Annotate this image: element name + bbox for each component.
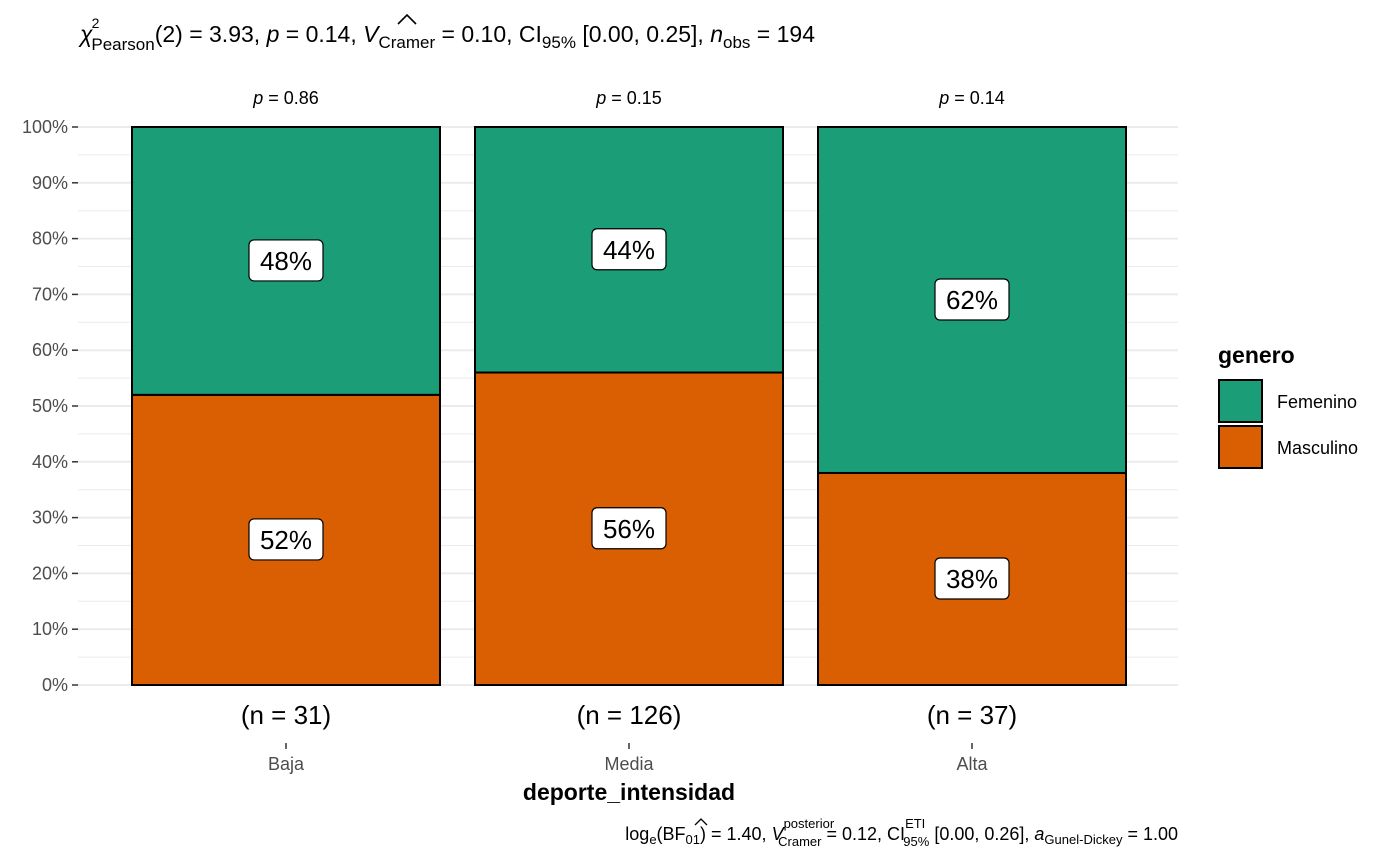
- subtitle-p-label: p: [266, 21, 280, 47]
- caption-bf-value: ) = 1.40,: [700, 824, 772, 844]
- x-axis-title: deporte_intensidad: [523, 779, 735, 805]
- p-value-number: = 0.15: [606, 88, 662, 108]
- data-label: 38%: [934, 557, 1010, 600]
- count-label: (n = 31): [241, 700, 331, 730]
- y-tick-label: 60%: [32, 340, 68, 360]
- subtitle-v-value: = 0.10, CI: [435, 21, 542, 47]
- legend-swatch-femenino: [1218, 379, 1263, 423]
- caption-v-sub: Cramer: [778, 834, 822, 849]
- data-label: 62%: [934, 278, 1010, 321]
- subtitle-chi-sub: Pearson: [91, 35, 154, 54]
- caption-v-value: = 0.12, CI: [822, 824, 906, 844]
- subtitle-chi-sup: 2: [92, 15, 100, 31]
- caption-v-hat-icon: [694, 818, 708, 826]
- y-axis-ticks: 0% 10% 20% 30% 40% 50% 60% 70% 80% 90% 100%: [22, 117, 78, 695]
- subtitle-chi: χ: [78, 21, 93, 47]
- data-label-box: [591, 228, 667, 271]
- subtitle-n-label: n: [710, 21, 723, 47]
- caption-bf-sub: 01: [686, 832, 700, 847]
- p-value-label: p = 0.14: [938, 88, 1005, 108]
- subtitle-v-hat-icon: [397, 13, 417, 25]
- subtitle-n-value: = 194: [750, 21, 815, 47]
- p-value-number: = 0.86: [263, 88, 319, 108]
- y-tick-label: 30%: [32, 508, 68, 528]
- count-label: (n = 126): [577, 700, 682, 730]
- data-label-box: [934, 557, 1010, 600]
- data-label-text: 62%: [946, 285, 998, 315]
- legend: genero Femenino Masculino: [1218, 342, 1358, 469]
- p-value-number: = 0.14: [949, 88, 1005, 108]
- data-label-text: 48%: [260, 246, 312, 276]
- data-label-box: [934, 278, 1010, 321]
- y-tick-label: 50%: [32, 396, 68, 416]
- caption-log: log: [625, 824, 649, 844]
- data-label-box: [248, 518, 324, 561]
- p-value-symbol: p: [938, 88, 949, 108]
- y-tick-label: 70%: [32, 284, 68, 304]
- caption-v-label: V: [772, 824, 786, 844]
- data-labels: 52% 48% p = 0.86 56% 44% p = 0.15 38% 62% p = 0.…: [248, 88, 1010, 600]
- x-tick-label: Media: [604, 754, 654, 774]
- data-label-box: [248, 239, 324, 282]
- data-label-box: [591, 507, 667, 550]
- subtitle-n-sub: obs: [723, 33, 750, 52]
- caption-a-value: = 1.00: [1122, 824, 1178, 844]
- y-tick-label: 20%: [32, 563, 68, 583]
- caption-v-sup: posterior: [784, 816, 835, 831]
- y-tick-label: 10%: [32, 619, 68, 639]
- data-label-text: 38%: [946, 564, 998, 594]
- y-tick-label: 90%: [32, 173, 68, 193]
- data-label: 44%: [591, 228, 667, 271]
- p-value-symbol: p: [252, 88, 263, 108]
- caption: loge(BF01) = 1.40, Vposterior Cramer = 0.…: [625, 816, 1178, 849]
- data-label: 52%: [248, 518, 324, 561]
- data-label-text: 44%: [603, 235, 655, 265]
- x-axis: (n = 31) Baja (n = 126) Media (n = 37) Alta: [241, 700, 1017, 774]
- y-tick-label: 100%: [22, 117, 68, 137]
- legend-swatch-masculino: [1218, 425, 1263, 469]
- legend-label-masculino: Masculino: [1277, 438, 1358, 458]
- y-tick-label: 80%: [32, 229, 68, 249]
- legend-title: genero: [1218, 342, 1295, 368]
- subtitle-p-value: = 0.14,: [279, 21, 363, 47]
- p-value-symbol: p: [595, 88, 606, 108]
- subtitle: χ2 Pearson(2) = 3.93, p = 0.14, VCramer =…: [78, 15, 815, 54]
- caption-bf: (BF: [657, 824, 686, 844]
- caption-a-label: a: [1034, 824, 1044, 844]
- caption-ci-sup: ETI: [905, 816, 925, 831]
- x-tick-label: Baja: [268, 754, 305, 774]
- caption-log-sub: e: [649, 832, 656, 847]
- data-label: 56%: [591, 507, 667, 550]
- caption-ci-value: [0.00, 0.26],: [929, 824, 1034, 844]
- y-tick-label: 0%: [42, 675, 68, 695]
- data-label-text: 52%: [260, 525, 312, 555]
- subtitle-ci-value: [0.00, 0.25],: [576, 21, 710, 47]
- data-label: 48%: [248, 239, 324, 282]
- bars: [131, 126, 1127, 686]
- caption-a-sub: Gunel-Dickey: [1044, 832, 1123, 847]
- data-label-text: 56%: [603, 514, 655, 544]
- count-label: (n = 37): [927, 700, 1017, 730]
- legend-label-femenino: Femenino: [1277, 392, 1357, 412]
- caption-ci-sub: 95%: [903, 834, 929, 849]
- subtitle-stat: (2) = 3.93,: [155, 21, 267, 47]
- subtitle-v-label: V: [363, 21, 381, 47]
- subtitle-ci-sub: 95%: [542, 33, 576, 52]
- x-tick-label: Alta: [956, 754, 988, 774]
- p-value-label: p = 0.15: [595, 88, 662, 108]
- subtitle-v-sub: Cramer: [378, 33, 435, 52]
- p-value-label: p = 0.86: [252, 88, 319, 108]
- y-tick-label: 40%: [32, 452, 68, 472]
